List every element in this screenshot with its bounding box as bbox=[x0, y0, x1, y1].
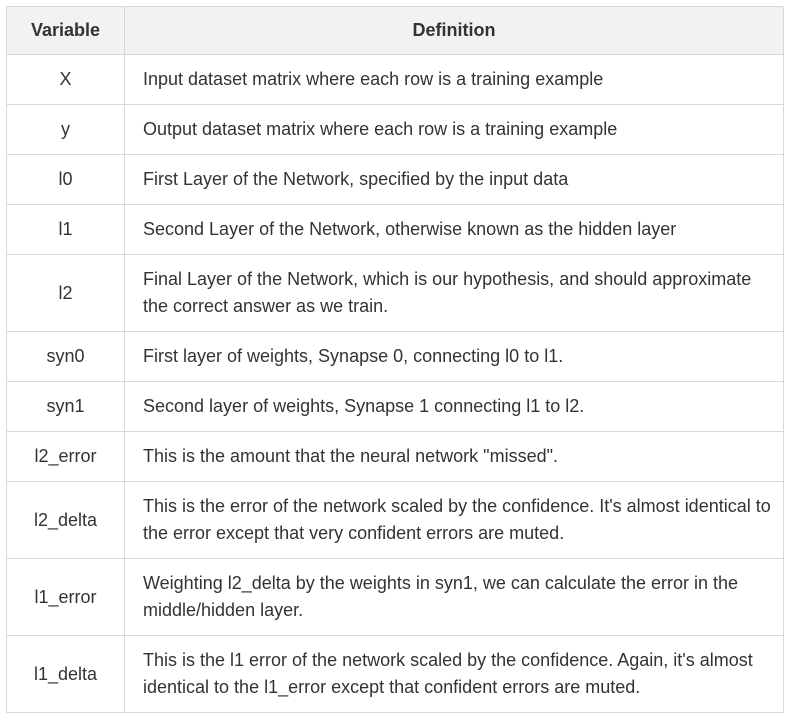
table-header-row: Variable Definition bbox=[6, 6, 784, 55]
definition-cell: Weighting l2_delta by the weights in syn… bbox=[124, 558, 784, 636]
variable-cell: l0 bbox=[6, 154, 125, 205]
variable-definition-table-container: Variable Definition X Input dataset matr… bbox=[6, 6, 784, 713]
table-row: l2 Final Layer of the Network, which is … bbox=[6, 254, 784, 332]
table-row: l1_delta This is the l1 error of the net… bbox=[6, 635, 784, 713]
variable-cell: X bbox=[6, 54, 125, 105]
definition-cell: Final Layer of the Network, which is our… bbox=[124, 254, 784, 332]
header-variable: Variable bbox=[6, 6, 125, 55]
definition-cell: This is the amount that the neural netwo… bbox=[124, 431, 784, 482]
variable-cell: l2_error bbox=[6, 431, 125, 482]
variable-cell: l1_delta bbox=[6, 635, 125, 713]
definition-cell: First Layer of the Network, specified by… bbox=[124, 154, 784, 205]
header-definition: Definition bbox=[124, 6, 784, 55]
table-row: y Output dataset matrix where each row i… bbox=[6, 104, 784, 155]
table-row: l2_error This is the amount that the neu… bbox=[6, 431, 784, 482]
definition-cell: Output dataset matrix where each row is … bbox=[124, 104, 784, 155]
definition-cell: This is the error of the network scaled … bbox=[124, 481, 784, 559]
variable-cell: y bbox=[6, 104, 125, 155]
variable-definition-table: Variable Definition X Input dataset matr… bbox=[6, 6, 784, 713]
table-row: X Input dataset matrix where each row is… bbox=[6, 54, 784, 105]
table-row: l0 First Layer of the Network, specified… bbox=[6, 154, 784, 205]
table-row: syn1 Second layer of weights, Synapse 1 … bbox=[6, 381, 784, 432]
definition-cell: Second Layer of the Network, otherwise k… bbox=[124, 204, 784, 255]
table-row: syn0 First layer of weights, Synapse 0, … bbox=[6, 331, 784, 382]
definition-cell: This is the l1 error of the network scal… bbox=[124, 635, 784, 713]
variable-cell: l1_error bbox=[6, 558, 125, 636]
variable-cell: l1 bbox=[6, 204, 125, 255]
definition-cell: Second layer of weights, Synapse 1 conne… bbox=[124, 381, 784, 432]
table-row: l2_delta This is the error of the networ… bbox=[6, 481, 784, 559]
variable-cell: l2_delta bbox=[6, 481, 125, 559]
definition-cell: First layer of weights, Synapse 0, conne… bbox=[124, 331, 784, 382]
variable-cell: syn0 bbox=[6, 331, 125, 382]
table-row: l1_error Weighting l2_delta by the weigh… bbox=[6, 558, 784, 636]
variable-cell: syn1 bbox=[6, 381, 125, 432]
definition-cell: Input dataset matrix where each row is a… bbox=[124, 54, 784, 105]
variable-cell: l2 bbox=[6, 254, 125, 332]
table-row: l1 Second Layer of the Network, otherwis… bbox=[6, 204, 784, 255]
